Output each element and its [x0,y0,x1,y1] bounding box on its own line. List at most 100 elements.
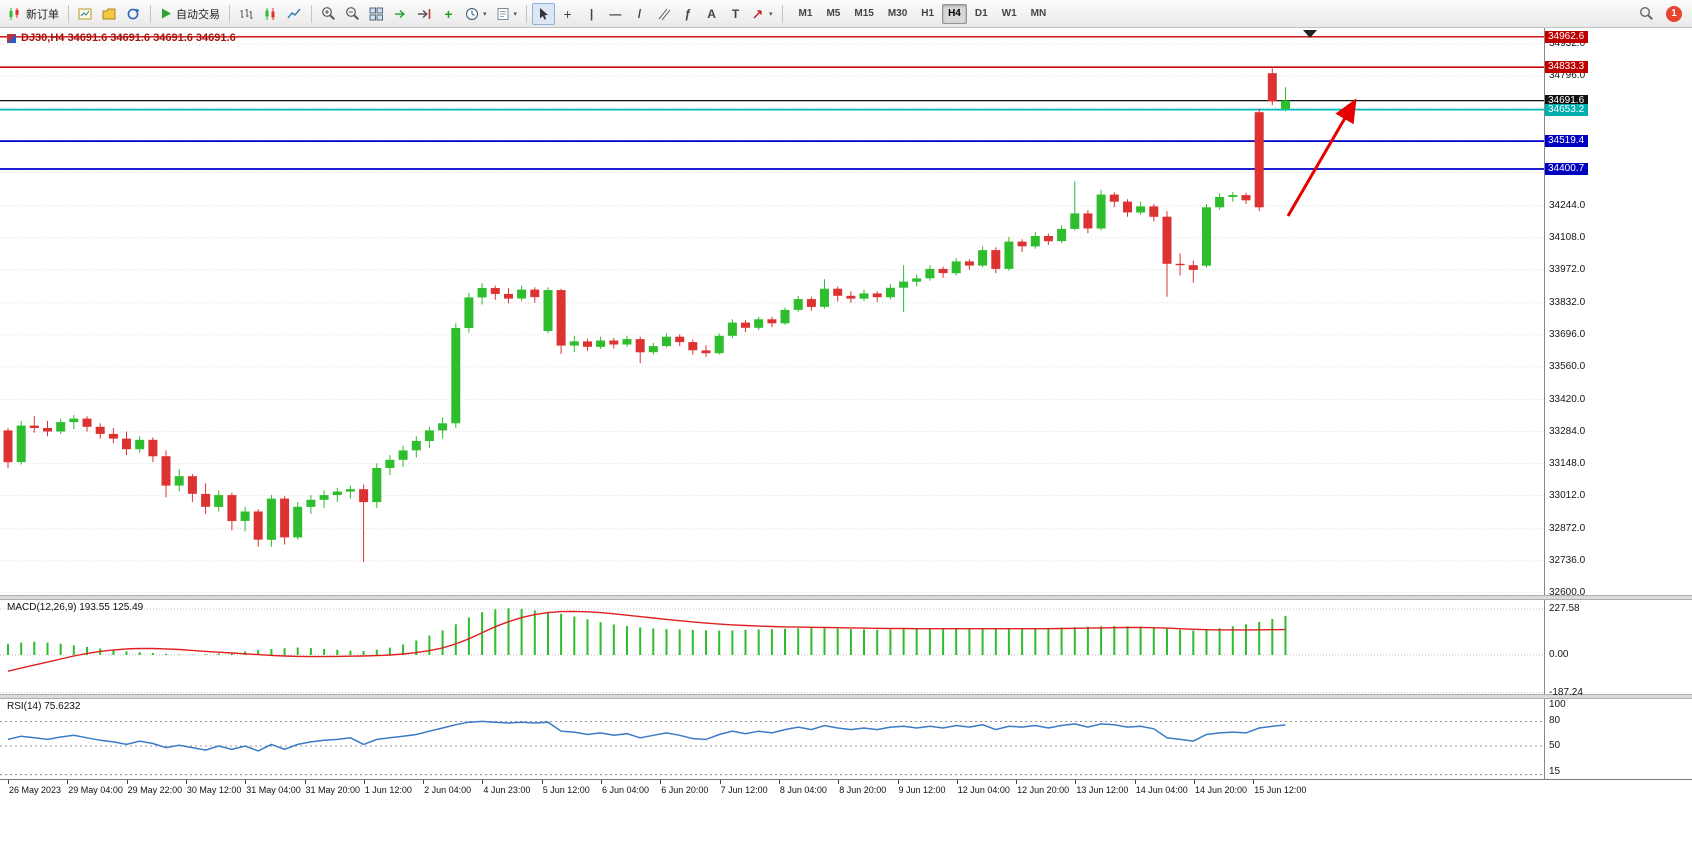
candle-up [912,278,922,282]
candle-down [3,430,13,463]
new-order-button[interactable]: 新订单 [4,3,63,25]
candle-up [1004,241,1014,269]
arrows-button[interactable]: ▾ [748,3,777,25]
timeframe-mn-button[interactable]: MN [1025,4,1053,24]
notification-badge[interactable]: 1 [1666,5,1682,22]
refresh-button[interactable] [122,3,145,25]
time-tick [719,780,721,784]
autotrading-icon [162,8,171,19]
crosshair-button[interactable]: + [556,3,579,25]
chart-shift-button[interactable] [413,3,436,25]
rsi-axis-label: 80 [1549,715,1561,727]
line-chart-type-button[interactable] [283,3,306,25]
panel-splitter[interactable] [0,595,1692,600]
auto-scroll-button[interactable] [389,3,412,25]
time-tick [304,780,306,784]
timeframe-d1-button[interactable]: D1 [969,4,994,24]
time-axis-label: 31 May 04:00 [246,785,301,795]
candle-down [1083,213,1093,229]
macd-axis-label: 0.00 [1549,649,1569,660]
zoom-in-button[interactable] [317,3,340,25]
price-axis-label: 33148.0 [1549,457,1586,469]
zoom-out-button[interactable] [341,3,364,25]
rsi-chart[interactable] [0,699,1545,779]
time-tick [1016,780,1018,784]
candle-down [556,290,566,346]
toolbar-separator [311,4,312,23]
time-axis[interactable]: 26 May 2023 29 May 04:00 29 May 22:00 30 Ma… [0,779,1692,798]
time-tick [1194,780,1195,784]
chevron-down-icon: ▾ [483,10,487,18]
timeframe-w1-button[interactable]: W1 [996,4,1023,24]
new-chart-button[interactable] [74,3,97,25]
candle-up [332,491,342,495]
candlestick-type-button[interactable] [259,3,282,25]
timeframe-h1-button[interactable]: H1 [915,4,940,24]
panel-splitter[interactable] [0,694,1692,699]
candle-down [1123,201,1132,213]
time-axis-label: 15 Jun 12:00 [1254,785,1307,795]
toolbar-right: 1 [1635,3,1688,25]
profiles-button[interactable] [98,3,121,25]
horizontal-line-button[interactable]: — [604,3,627,25]
time-tick [67,780,69,784]
fibonacci-button[interactable]: ƒ [676,3,699,25]
candlestick-chart[interactable] [0,28,1545,595]
candle-up [1202,207,1211,266]
macd-panel[interactable]: 227.58 0.00 -187.24 MACD(12,26,9) 193.55 1… [0,600,1692,698]
price-badge-support-cyan: 34653.2 [1545,103,1589,116]
price-axis-label: 34108.0 [1549,231,1586,243]
timeframe-m30-button[interactable]: M30 [882,4,913,24]
candle-up [780,309,790,324]
text-icon: A [707,6,716,21]
candle-down [701,350,711,354]
line-chart-icon [287,8,301,18]
toolbar-separator [150,4,151,23]
price-axis-label: 34932.0 [1549,38,1586,49]
candle-down [148,439,158,457]
rsi-panel[interactable]: 100 80 50 15 RSI(14) 75.6232 [0,699,1692,779]
autotrading-button[interactable]: 自动交易 [156,3,224,25]
macd-scale[interactable]: 227.58 0.00 -187.24 [1544,600,1692,698]
annotation-arrow[interactable] [1286,98,1357,217]
macd-chart[interactable] [0,600,1545,694]
time-tick [897,780,899,784]
candle-up [306,499,316,507]
text-button[interactable]: A [700,3,723,25]
templates-button[interactable]: ▾ [492,3,522,25]
vertical-line-button[interactable]: | [580,3,603,25]
window-bottom-space [0,798,1692,841]
candle-up [885,287,895,298]
time-axis-label: 13 Jun 12:00 [1076,785,1129,795]
indicators-button[interactable]: + [437,3,460,25]
time-axis-label: 6 Jun 20:00 [661,785,709,795]
bar-chart-type-button[interactable] [235,3,258,25]
rsi-scale[interactable]: 100 80 50 15 [1544,699,1692,779]
trendline-button[interactable]: / [628,3,651,25]
toolbar-separator [526,4,528,23]
main-chart-panel[interactable]: 34932.0 34796.0 34244.0 34108.0 33972.0 33832… [0,28,1692,598]
cursor-button[interactable] [532,2,556,25]
candle-up [345,489,355,492]
candle-up [424,430,434,441]
candle-up [240,511,250,521]
candle-down [122,438,131,450]
timeframe-m1-button[interactable]: M1 [793,4,819,24]
chart-shift-marker[interactable] [1303,30,1317,38]
periods-button[interactable]: ▾ [461,3,491,25]
text-label-button[interactable]: T [724,3,747,25]
timeframe-m15-button[interactable]: M15 [848,4,879,24]
tile-windows-button[interactable] [365,3,388,25]
channel-button[interactable] [652,3,675,25]
price-scale[interactable]: 34932.0 34796.0 34244.0 34108.0 33972.0 33832… [1544,28,1692,598]
search-button[interactable] [1635,3,1658,25]
time-tick [1253,780,1255,784]
candle-down [846,295,856,299]
timeframe-h4-button[interactable]: H4 [942,3,967,24]
template-icon [497,7,509,20]
timeframe-m5-button[interactable]: M5 [820,4,846,24]
bar-chart-icon [240,8,253,19]
clock-icon [466,7,478,20]
macd-axis-label: -187.24 [1549,686,1583,698]
